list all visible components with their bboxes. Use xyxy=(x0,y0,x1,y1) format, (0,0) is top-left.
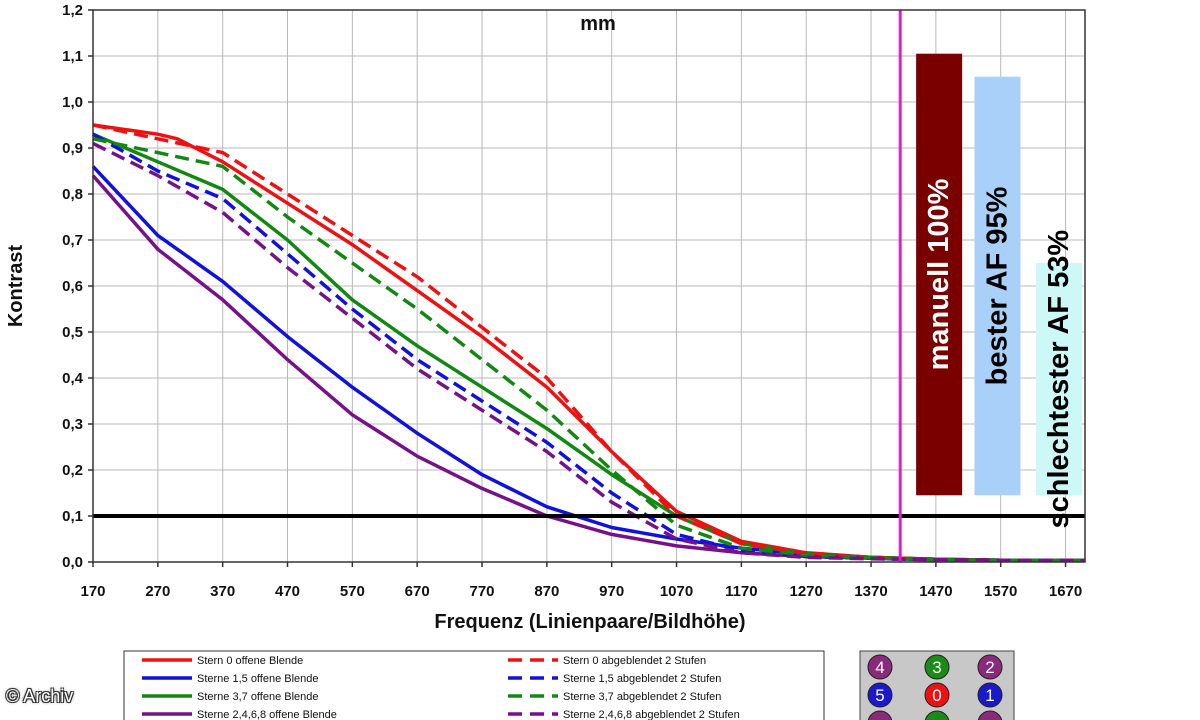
star-marker-label: 2 xyxy=(985,658,994,677)
x-axis-title: Frequenz (Linienpaare/Bildhöhe) xyxy=(434,611,745,633)
star-position-diagram: 4 3 2 5 0 1 xyxy=(859,650,1015,720)
y-tick-label: 0,5 xyxy=(62,324,83,341)
bar xyxy=(1036,263,1083,496)
star-marker xyxy=(867,654,893,680)
y-tick-label: 0,7 xyxy=(62,232,83,249)
y-tick-label: 1,1 xyxy=(62,48,83,65)
star-marker-label: 3 xyxy=(932,658,941,677)
bar xyxy=(974,76,1021,496)
bar-label: manuell 100% xyxy=(923,178,955,370)
legend-label: Sterne 1,5 abgeblendet 2 Stufen xyxy=(563,673,721,685)
series-line-dashed xyxy=(92,137,1086,563)
legend-label: Stern 0 abgeblendet 2 Stufen xyxy=(563,655,706,667)
chart-title: mm xyxy=(580,13,616,35)
legend-label: Sterne 3,7 offene Blende xyxy=(197,691,319,703)
star-marker-partial xyxy=(867,710,893,720)
y-tick-label: 0,8 xyxy=(62,186,83,203)
x-tick-label: 1670 xyxy=(1049,583,1082,600)
legend-label: Sterne 3,7 abgeblendet 2 Stufen xyxy=(563,691,721,703)
star-marker-partial xyxy=(924,710,950,720)
x-tick-label: 370 xyxy=(210,583,235,600)
legend: Stern 0 offene Blende Sterne 1,5 offene B… xyxy=(123,650,825,720)
star-marker xyxy=(924,654,950,680)
x-tick-label: 1170 xyxy=(725,583,758,600)
x-tick-label: 170 xyxy=(80,583,105,600)
star-marker xyxy=(867,682,893,708)
legend-box xyxy=(123,650,825,720)
x-tick-label: 770 xyxy=(470,583,495,600)
legend-label: Stern 0 offene Blende xyxy=(197,655,303,667)
series-line-dashed xyxy=(92,141,1086,563)
x-tick-label: 1570 xyxy=(984,583,1017,600)
y-tick-label: 1,2 xyxy=(62,2,83,19)
star-marker-label: 1 xyxy=(985,686,994,705)
y-tick-label: 0,4 xyxy=(62,370,84,387)
series-lines xyxy=(91,123,1086,563)
star-marker xyxy=(924,682,950,708)
y-tick-label: 0,9 xyxy=(62,140,83,157)
bar-label: bester AF 95% xyxy=(981,186,1013,385)
x-tick-label: 1470 xyxy=(919,583,952,600)
star-marker xyxy=(977,654,1003,680)
legend-label: Sterne 2,4,6,8 offene Blende xyxy=(197,709,337,720)
star-marker-label: 4 xyxy=(875,658,884,677)
x-tick-label: 1370 xyxy=(854,583,887,600)
x-tick-label: 670 xyxy=(405,583,430,600)
x-tick-label: 870 xyxy=(534,583,559,600)
bars: manuell 100% bester AF 95% schlechtester A… xyxy=(916,53,1083,529)
legend-label: Sterne 2,4,6,8 abgeblendet 2 Stufen xyxy=(563,709,740,720)
y-tick-label: 1,0 xyxy=(62,94,83,111)
x-tick-label: 270 xyxy=(145,583,170,600)
legend-label: Sterne 1,5 offene Blende xyxy=(197,673,319,685)
x-tick-label: 1070 xyxy=(660,583,693,600)
x-tick-label: 470 xyxy=(275,583,300,600)
bar-label: schlechtester AF 53% xyxy=(1043,230,1075,529)
star-marker-partial xyxy=(977,710,1003,720)
y-tick-label: 0,2 xyxy=(62,462,83,479)
bar xyxy=(916,53,963,496)
y-tick-label: 0,1 xyxy=(62,508,83,525)
x-tick-label: 1270 xyxy=(790,583,823,600)
star-marker xyxy=(977,682,1003,708)
y-axis-title: Kontrast xyxy=(5,245,27,328)
reference-lines xyxy=(93,10,1085,562)
x-tick-label: 970 xyxy=(599,583,624,600)
copyright-label: © Archiv xyxy=(6,686,74,706)
axes: 0,0 0,1 0,2 0,3 0,4 0,5 0,6 0,7 0,8 0,9 1,0 1,1 1,2 1… xyxy=(62,2,1086,600)
x-tick-label: 570 xyxy=(340,583,365,600)
series-line-dashed xyxy=(92,132,1086,563)
y-tick-label: 0,0 xyxy=(62,554,83,571)
y-tick-label: 0,3 xyxy=(62,416,83,433)
y-tick-label: 0,6 xyxy=(62,278,83,295)
star-marker-label: 0 xyxy=(932,686,941,705)
star-marker-label: 5 xyxy=(875,686,884,705)
